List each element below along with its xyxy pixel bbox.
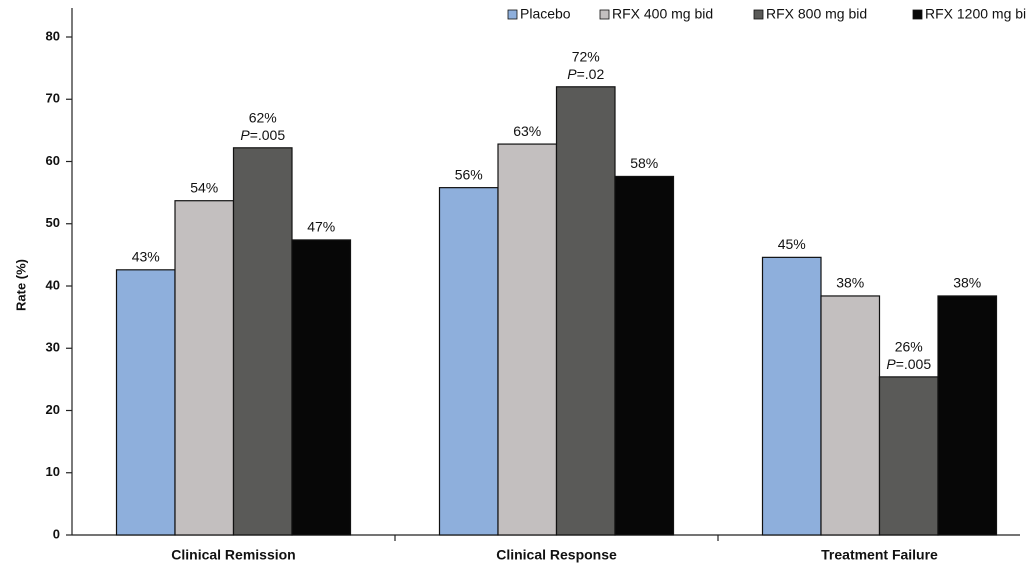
value-label: 62%: [249, 110, 277, 126]
y-tick-label: 0: [53, 526, 60, 541]
y-tick-label: 30: [46, 340, 60, 355]
legend-label: Placebo: [520, 6, 571, 22]
y-tick-label: 60: [46, 153, 60, 168]
legend-label: RFX 800 mg bid: [766, 6, 867, 22]
bar: [174, 200, 235, 536]
bar: [937, 295, 998, 536]
legend-swatch: [912, 9, 923, 20]
legend-swatch: [599, 9, 610, 20]
y-tick-label: 50: [46, 215, 60, 230]
legend-swatch: [753, 9, 764, 20]
value-label: 38%: [953, 275, 981, 291]
value-label: 26%: [895, 339, 923, 355]
bar: [291, 239, 352, 536]
bar: [761, 256, 822, 536]
y-tick-label: 70: [46, 91, 60, 106]
legend-label: RFX 1200 mg bid: [925, 6, 1026, 22]
value-label: 43%: [132, 249, 160, 265]
value-label: 47%: [307, 219, 335, 235]
value-label: 72%: [572, 49, 600, 65]
y-axis-label: Rate (%): [13, 259, 28, 311]
x-tick-label: Clinical Remission: [171, 547, 295, 563]
value-label: 45%: [778, 236, 806, 252]
bar: [438, 187, 499, 536]
bar: [820, 295, 881, 536]
bar: [555, 86, 616, 536]
x-tick-label: Treatment Failure: [821, 547, 938, 563]
value-label: 54%: [190, 179, 218, 195]
bar: [115, 269, 176, 536]
legend-swatch: [507, 9, 518, 20]
value-label: 63%: [513, 123, 541, 139]
x-tick-label: Clinical Response: [496, 547, 617, 563]
bar: [497, 143, 558, 536]
value-label: 58%: [630, 155, 658, 171]
bar: [232, 147, 293, 536]
bar: [878, 376, 939, 536]
annotation: P=.005: [240, 127, 285, 143]
y-tick-label: 10: [46, 464, 60, 479]
value-label: 56%: [455, 166, 483, 182]
bar: [614, 175, 675, 536]
legend-label: RFX 400 mg bid: [612, 6, 713, 22]
annotation: P=.02: [567, 66, 604, 82]
annotation: P=.005: [886, 356, 931, 372]
value-label: 38%: [836, 275, 864, 291]
y-tick-label: 20: [46, 402, 60, 417]
y-tick-label: 80: [46, 28, 60, 43]
y-tick-label: 40: [46, 277, 60, 292]
